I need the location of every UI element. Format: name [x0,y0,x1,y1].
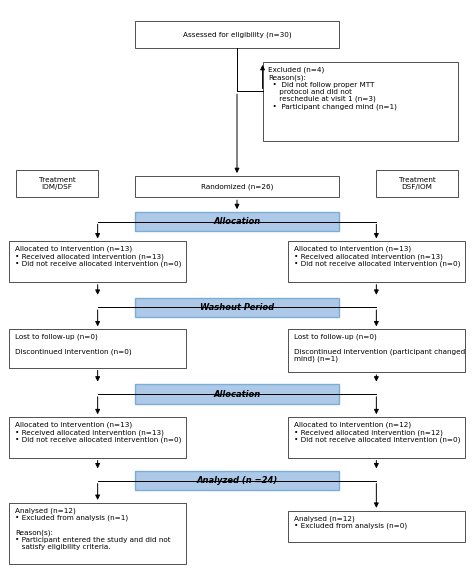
FancyBboxPatch shape [263,62,458,141]
FancyBboxPatch shape [9,329,186,367]
Text: Treatment
IOM/DSF: Treatment IOM/DSF [38,177,75,190]
Text: Allocated to intervention (n=12)
• Received allocated intervention (n=12)
• Did : Allocated to intervention (n=12) • Recei… [294,421,460,443]
FancyBboxPatch shape [288,417,465,458]
FancyBboxPatch shape [288,329,465,372]
Text: Assessed for eligibility (n=30): Assessed for eligibility (n=30) [182,31,292,38]
Text: Excluded (n=4)
Reason(s):
  •  Did not follow proper MTT
     protocol and did n: Excluded (n=4) Reason(s): • Did not foll… [268,67,397,110]
FancyBboxPatch shape [376,170,458,197]
FancyBboxPatch shape [9,417,186,458]
FancyBboxPatch shape [9,503,186,564]
FancyBboxPatch shape [135,298,339,317]
Text: Allocation: Allocation [213,389,261,398]
FancyBboxPatch shape [135,212,339,231]
FancyBboxPatch shape [288,242,465,282]
Text: Analysed (n=12)
• Excluded from analysis (n=1)

Reason(s):
• Participant entered: Analysed (n=12) • Excluded from analysis… [15,507,171,550]
Text: Lost to follow-up (n=0)

Discontinued intervention (participant changed
mind) (n: Lost to follow-up (n=0) Discontinued int… [294,334,465,362]
FancyBboxPatch shape [16,170,98,197]
FancyBboxPatch shape [135,471,339,490]
Text: Allocated to intervention (n=13)
• Received allocated intervention (n=13)
• Did : Allocated to intervention (n=13) • Recei… [15,246,182,267]
Text: Allocated to intervention (n=13)
• Received allocated intervention (n=13)
• Did : Allocated to intervention (n=13) • Recei… [15,421,182,443]
Text: Treatment
DSF/IOM: Treatment DSF/IOM [399,177,436,190]
Text: Allocation: Allocation [213,217,261,226]
Text: Allocated to intervention (n=13)
• Received allocated intervention (n=13)
• Did : Allocated to intervention (n=13) • Recei… [294,246,460,267]
Text: Analysed (n=12)
• Excluded from analysis (n=0): Analysed (n=12) • Excluded from analysis… [294,515,407,529]
Text: Lost to follow-up (n=0)

Discontinued intervention (n=0): Lost to follow-up (n=0) Discontinued int… [15,334,132,355]
FancyBboxPatch shape [288,511,465,542]
FancyBboxPatch shape [9,242,186,282]
FancyBboxPatch shape [135,176,339,197]
FancyBboxPatch shape [135,385,339,404]
FancyBboxPatch shape [135,21,339,48]
Text: Analyzed (n =24): Analyzed (n =24) [196,476,278,485]
Text: Washout Period: Washout Period [200,302,274,312]
Text: Randomized (n=26): Randomized (n=26) [201,183,273,190]
